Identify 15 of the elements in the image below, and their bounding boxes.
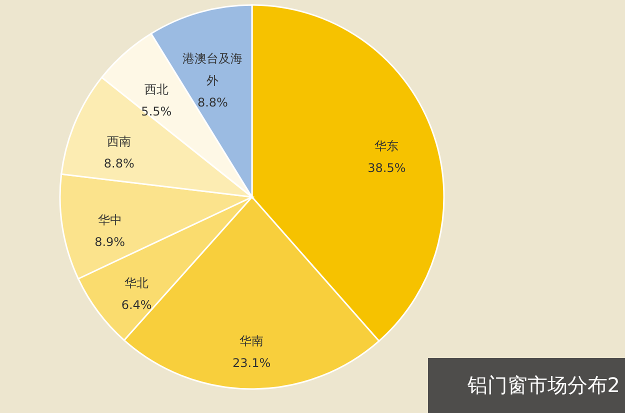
slice-label: 华中	[98, 212, 122, 227]
text: 铝门窗市场分布2	[466, 373, 620, 397]
slice-label: 港澳台及海外	[182, 51, 243, 88]
slice-label: 华南	[240, 334, 264, 348]
data-label: 8.9%	[94, 234, 126, 249]
data-label: 6.4%	[121, 298, 152, 312]
slice-label: 西南	[107, 134, 132, 148]
data-label: 5.5%	[141, 104, 172, 118]
slice-label: 西北	[144, 82, 168, 96]
data-label: 23.1%	[232, 356, 271, 370]
slice-label: 华北	[124, 276, 149, 290]
slice-label: 华东	[374, 139, 399, 154]
data-label: 38.5%	[368, 161, 406, 176]
data-label: 8.8%	[104, 156, 134, 170]
data-label: 8.8%	[197, 95, 228, 110]
